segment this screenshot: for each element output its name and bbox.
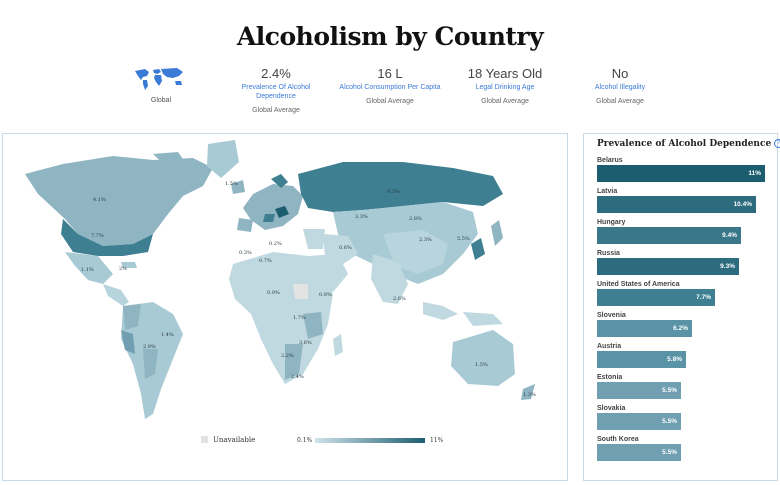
stats-row: 2.4% Prevalence Of Alcohol Dependence Gl… (0, 62, 780, 122)
stat-prevalence: 2.4% Prevalence Of Alcohol Dependence Gl… (221, 65, 331, 114)
ranking-value: 7.7% (696, 294, 711, 301)
map-label: 3.6% (299, 340, 312, 346)
ranking-row[interactable]: South Korea 5.5% (597, 435, 767, 461)
ranking-bar[interactable]: 10.4% (597, 196, 756, 213)
stat-sub: Global Average (596, 98, 644, 105)
ranking-value: 6.2% (673, 325, 688, 332)
map-label: 2.9% (143, 344, 156, 350)
ranking-row[interactable]: Hungary 9.4% (597, 218, 767, 244)
map-label: 2.8% (409, 216, 422, 222)
legend-color-scale (315, 438, 425, 443)
stat-sub: Global Average (366, 98, 414, 105)
map-label: 1.5% (225, 181, 238, 187)
map-label: 2.3% (419, 237, 432, 243)
ranking-value: 11% (748, 170, 761, 177)
map-label: 1.3% (523, 392, 536, 398)
world-map[interactable]: 4.1% 1.5% 7.7% 1.1% 2% 9.3% 3.3% 2.8% 2.… (3, 134, 567, 480)
map-label: 9.3% (387, 189, 400, 195)
map-label: 2% (119, 266, 127, 272)
ranking-bar[interactable]: 5.5% (597, 382, 681, 399)
ranking-country-name: United States of America (597, 281, 680, 288)
map-label: 1.5% (475, 362, 488, 368)
legend-min-label: 0.1% (297, 437, 313, 444)
ranking-row[interactable]: United States of America 7.7% (597, 280, 767, 306)
ranking-bar[interactable]: 5.5% (597, 413, 681, 430)
ranking-value: 5.5% (662, 387, 677, 394)
globe-icon[interactable] (131, 66, 187, 90)
ranking-country-name: Slovakia (597, 405, 626, 412)
ranking-title-text: Prevalence of Alcohol Dependence (597, 139, 772, 149)
global-label: Global (150, 97, 172, 104)
map-panel: 4.1% 1.5% 7.7% 1.1% 2% 9.3% 3.3% 2.8% 2.… (2, 133, 568, 481)
ranking-value: 5.5% (662, 418, 677, 425)
stat-illegality: No Alcohol Illegality Global Average (565, 65, 675, 105)
map-label: 0.3% (239, 250, 252, 256)
legend-unavailable-swatch (201, 436, 208, 443)
ranking-country-name: South Korea (597, 436, 639, 443)
map-label: 1.1% (81, 267, 94, 273)
map-label: 0.9% (267, 290, 280, 296)
map-label: 0.8% (319, 292, 332, 298)
stat-consumption: 16 L Alcohol Consumption Per Capita Glob… (335, 65, 445, 105)
ranking-value: 5.5% (662, 449, 677, 456)
ranking-country-name: Russia (597, 250, 620, 257)
stat-label[interactable]: Legal Drinking Age (475, 84, 535, 91)
ranking-row[interactable]: Slovakia 5.5% (597, 404, 767, 430)
page-title: Alcoholism by Country (236, 22, 544, 51)
ranking-row[interactable]: Belarus 11% (597, 156, 767, 182)
map-label: 1.4% (161, 332, 174, 338)
stat-label[interactable]: Prevalence Of Alcohol Dependence (241, 84, 311, 100)
ranking-row[interactable]: Slovenia 6.2% (597, 311, 767, 337)
ranking-country-name: Hungary (597, 219, 626, 226)
map-label: 2.6% (393, 296, 406, 302)
ranking-country-name: Estonia (597, 374, 623, 381)
ranking-row[interactable]: Latvia 10.4% (597, 187, 767, 213)
ranking-title: Prevalence of Alcohol Dependence? (597, 139, 780, 149)
ranking-country-name: Austria (597, 343, 622, 350)
info-icon[interactable]: ? (774, 139, 780, 148)
stat-label[interactable]: Alcohol Consumption Per Capita (339, 84, 441, 91)
ranking-row[interactable]: Russia 9.3% (597, 249, 767, 275)
map-label: 0.7% (259, 258, 272, 264)
stat-drinking-age: 18 Years Old Legal Drinking Age Global A… (450, 65, 560, 105)
map-label: 2.4% (291, 374, 304, 380)
map-label: 4.1% (93, 197, 106, 203)
ranking-bar[interactable]: 5.5% (597, 444, 681, 461)
ranking-row[interactable]: Estonia 5.5% (597, 373, 767, 399)
map-label: 3.3% (355, 214, 368, 220)
ranking-country-name: Belarus (597, 157, 623, 164)
stat-value: 16 L (377, 66, 403, 81)
map-label: 2.2% (281, 353, 294, 359)
map-label: 1.7% (293, 315, 306, 321)
ranking-value: 9.4% (722, 232, 737, 239)
ranking-row[interactable]: Austria 5.8% (597, 342, 767, 368)
ranking-value: 10.4% (733, 201, 752, 208)
ranking-bar[interactable]: 9.3% (597, 258, 739, 275)
map-label: 0.6% (339, 245, 352, 251)
ranking-bar[interactable]: 11% (597, 165, 765, 182)
legend-max-label: 11% (430, 437, 444, 444)
map-label: 0.2% (269, 241, 282, 247)
stat-value: No (611, 66, 629, 81)
map-label: 7.7% (91, 233, 104, 239)
ranking-country-name: Slovenia (597, 312, 626, 319)
ranking-country-name: Latvia (597, 188, 618, 195)
ranking-bar[interactable]: 7.7% (597, 289, 715, 306)
ranking-value: 9.3% (720, 263, 735, 270)
ranking-bar[interactable]: 9.4% (597, 227, 741, 244)
legend-unavailable: Unavailable (201, 436, 255, 444)
ranking-bar[interactable]: 5.8% (597, 351, 686, 368)
stat-sub: Global Average (481, 98, 529, 105)
stat-value: 2.4% (261, 66, 291, 81)
ranking-panel: Prevalence of Alcohol Dependence? Belaru… (583, 133, 780, 481)
legend-unavailable-label: Unavailable (213, 436, 256, 444)
ranking-value: 5.8% (667, 356, 682, 363)
map-label: 5.5% (457, 236, 470, 242)
ranking-bar[interactable]: 6.2% (597, 320, 692, 337)
stat-sub: Global Average (252, 107, 300, 114)
stat-value: 18 Years Old (467, 66, 543, 81)
stat-label[interactable]: Alcohol Illegality (594, 84, 646, 91)
